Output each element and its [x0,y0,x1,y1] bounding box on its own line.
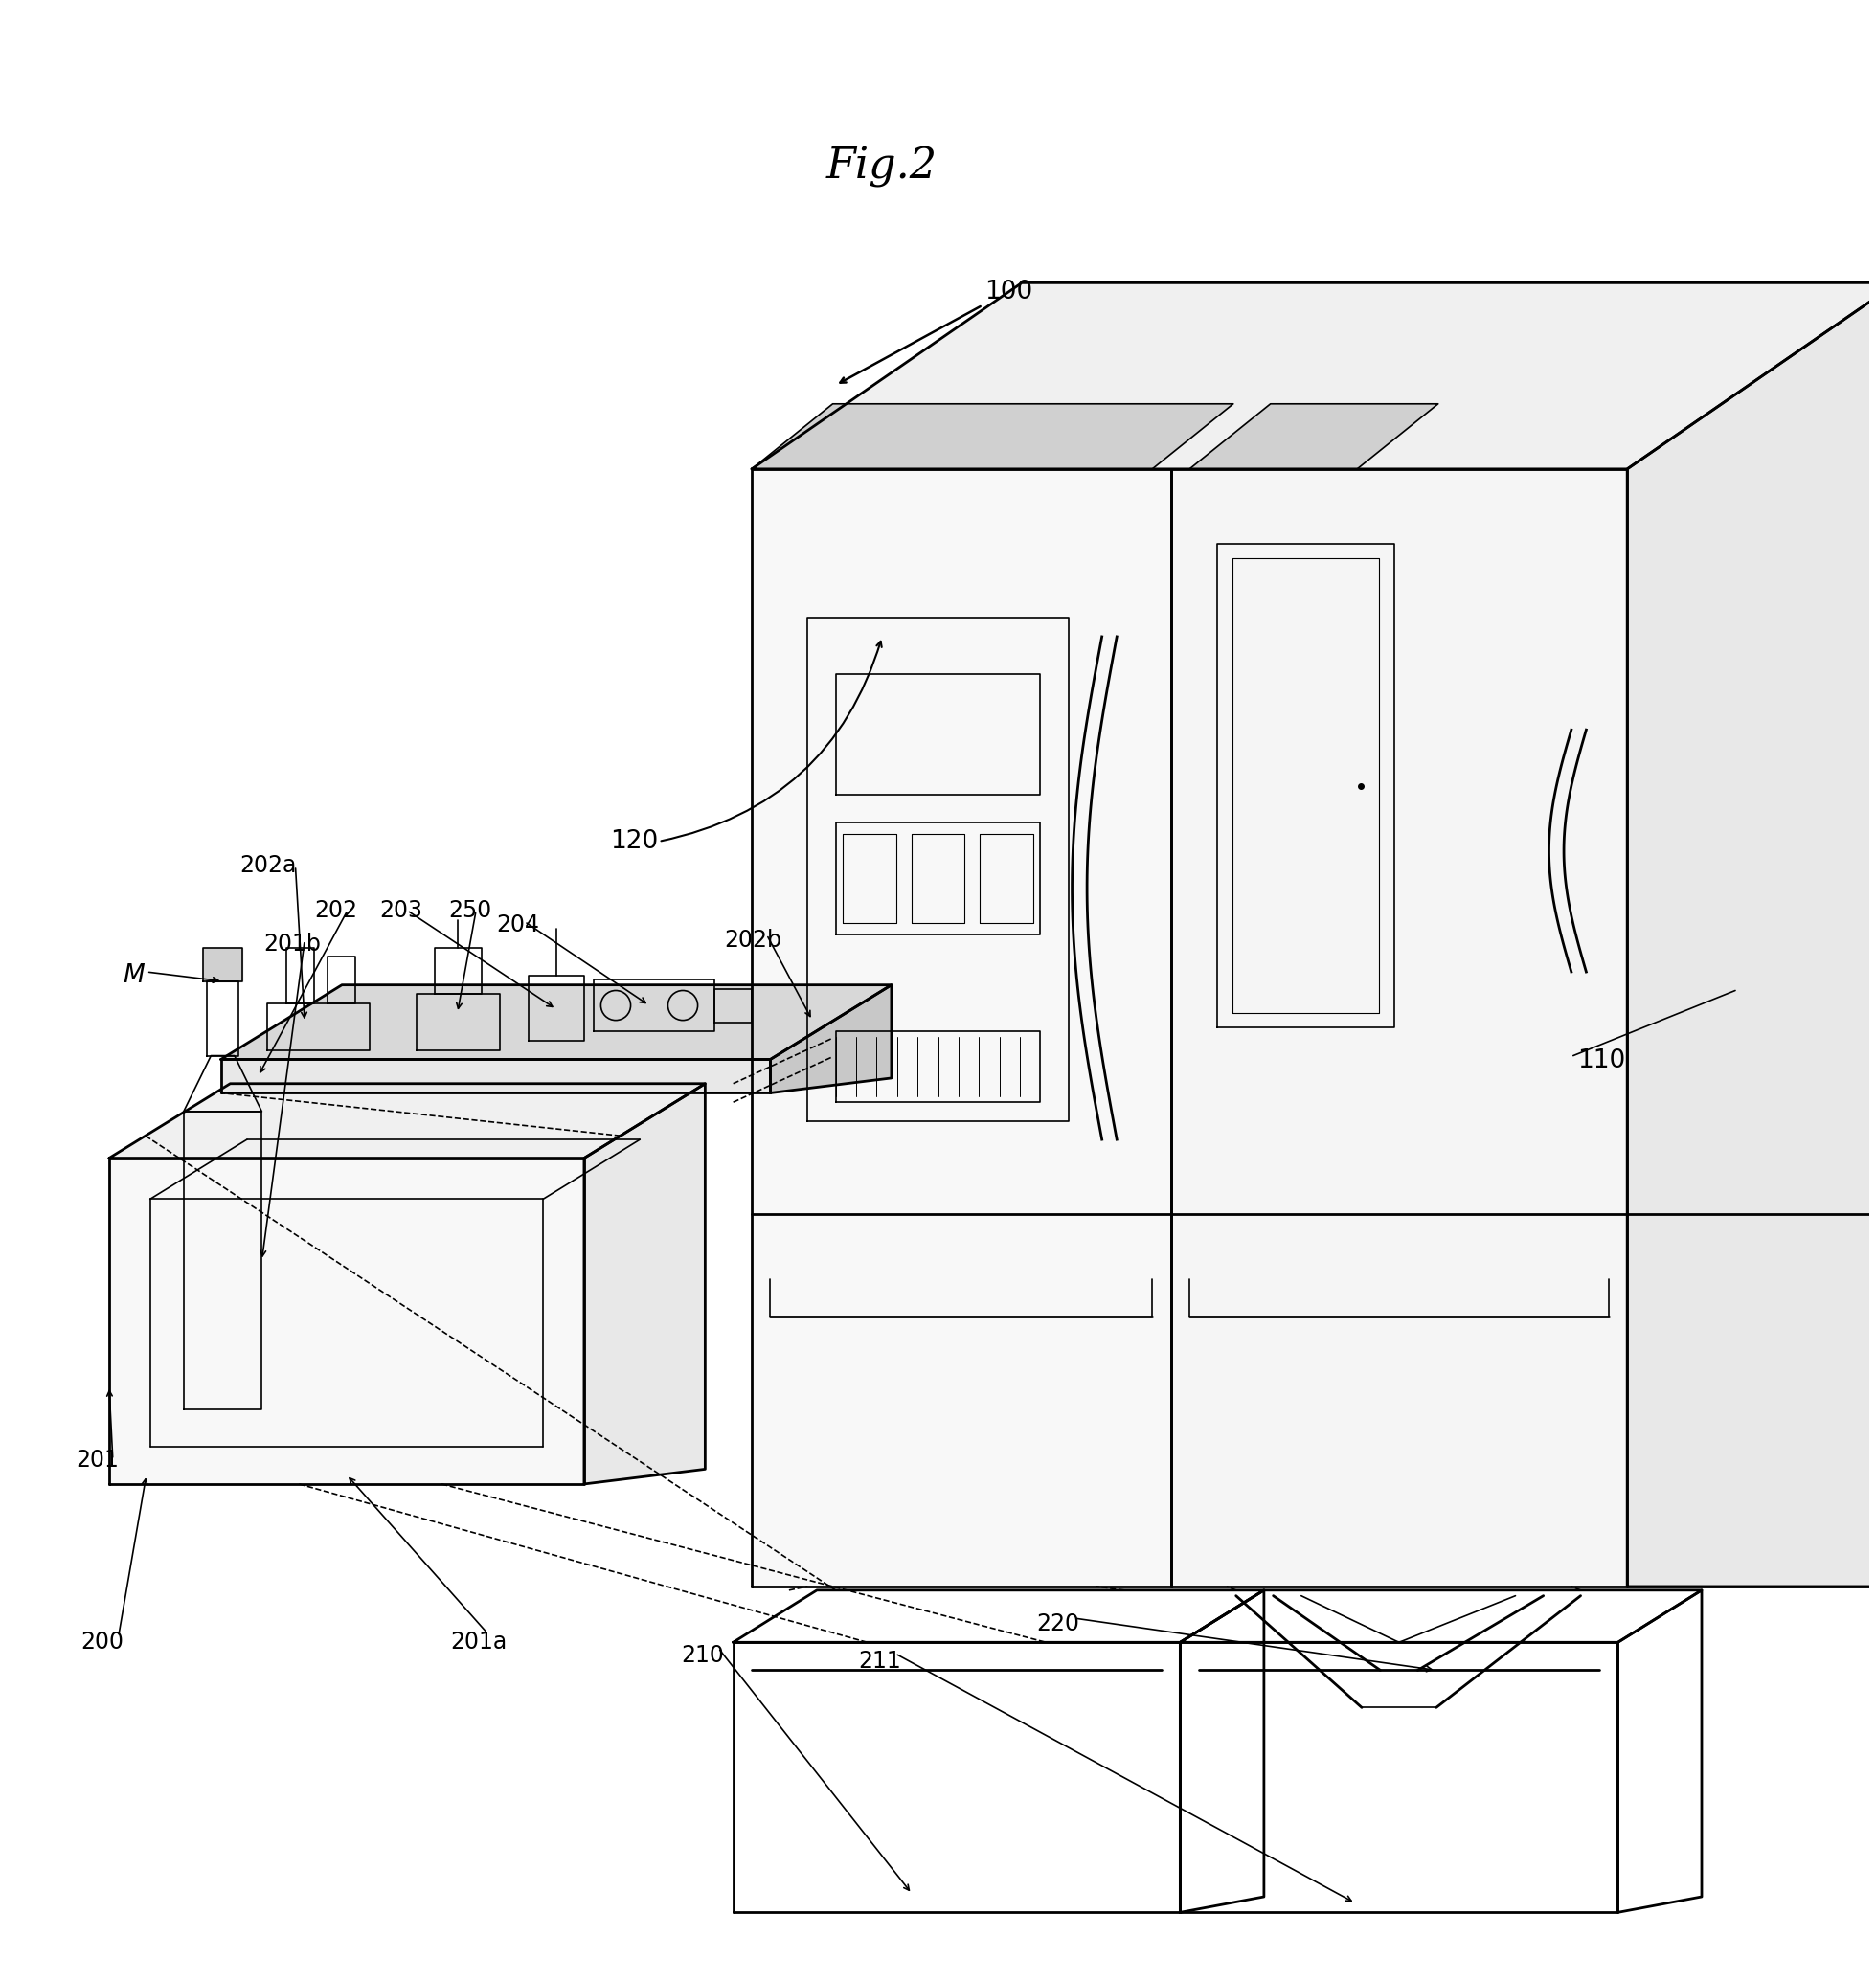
Text: 204: 204 [497,913,540,937]
Text: Fig.2: Fig.2 [827,147,938,188]
Text: 201a: 201a [450,1630,507,1654]
Polygon shape [1171,469,1626,1587]
Polygon shape [203,947,242,981]
Text: 202a: 202a [240,854,296,878]
Polygon shape [771,985,891,1094]
Text: 201: 201 [75,1448,118,1472]
Polygon shape [109,1084,705,1159]
Text: 100: 100 [985,279,1032,305]
Polygon shape [583,1084,705,1484]
Text: M: M [122,963,144,989]
Text: 202b: 202b [724,929,780,951]
Polygon shape [221,1060,771,1094]
Text: 211: 211 [857,1650,900,1672]
Text: 200: 200 [81,1630,124,1654]
Polygon shape [1189,404,1439,469]
Text: 201b: 201b [265,933,321,955]
Text: 203: 203 [379,899,422,921]
Text: 210: 210 [681,1644,724,1666]
Polygon shape [752,469,1171,1587]
Polygon shape [752,404,1233,469]
Text: 120: 120 [610,830,658,854]
Text: 110: 110 [1578,1048,1625,1074]
Text: 250: 250 [448,899,492,921]
Text: 202: 202 [313,899,356,921]
Polygon shape [221,985,891,1060]
Text: 220: 220 [1037,1613,1081,1634]
Polygon shape [109,1159,583,1484]
Polygon shape [1626,283,1876,1587]
Polygon shape [752,283,1876,469]
